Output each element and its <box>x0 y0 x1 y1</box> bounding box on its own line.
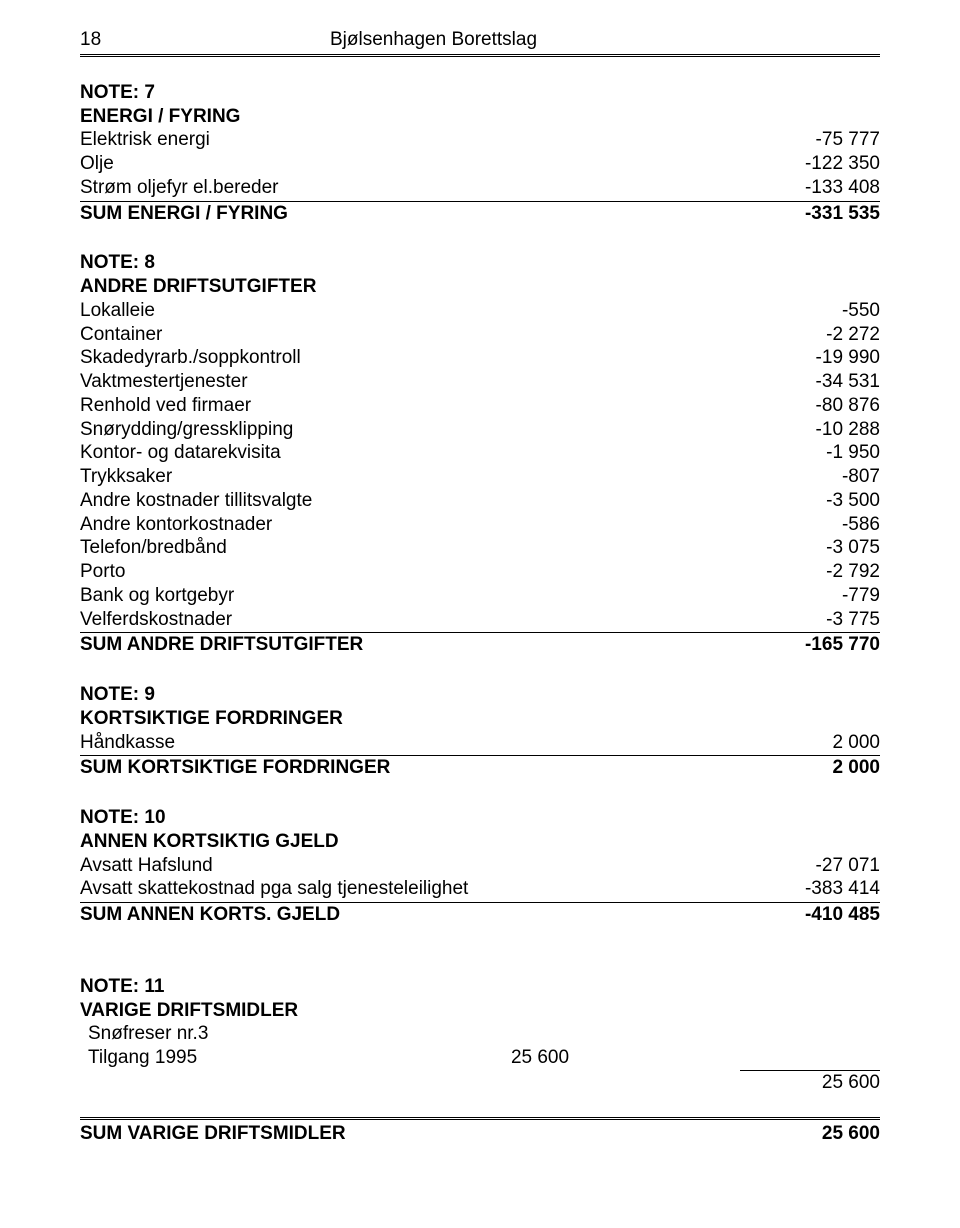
note11-heading: NOTE: 11 <box>80 975 880 999</box>
row-value: -3 775 <box>740 608 880 632</box>
table-row: Container-2 272 <box>80 323 880 347</box>
row-value: -2 792 <box>740 560 880 584</box>
row-label: Håndkasse <box>80 731 740 755</box>
table-row: Bank og kortgebyr-779 <box>80 584 880 608</box>
note7-sum: SUM ENERGI / FYRING -331 535 <box>80 201 880 226</box>
sum-value: 2 000 <box>740 756 880 780</box>
note8-heading: NOTE: 8 <box>80 251 880 275</box>
sum-value: 25 600 <box>740 1122 880 1146</box>
row-label: Trykksaker <box>80 465 740 489</box>
row-value: -133 408 <box>740 176 880 200</box>
row-label: Strøm oljefyr el.bereder <box>80 176 740 200</box>
page-number: 18 <box>80 28 330 52</box>
row-value: -3 075 <box>740 536 880 560</box>
row-label: Bank og kortgebyr <box>80 584 740 608</box>
row-value: -586 <box>740 513 880 537</box>
row-label: Andre kostnader tillitsvalgte <box>80 489 740 513</box>
footer-rule <box>80 1117 880 1120</box>
row-value: -2 272 <box>740 323 880 347</box>
table-row: Kontor- og datarekvisita-1 950 <box>80 441 880 465</box>
table-row: Telefon/bredbånd-3 075 <box>80 536 880 560</box>
row-value: -122 350 <box>740 152 880 176</box>
row-value: -19 990 <box>740 346 880 370</box>
sum-label: SUM ENERGI / FYRING <box>80 202 740 226</box>
note10-subheading: ANNEN KORTSIKTIG GJELD <box>80 830 880 854</box>
row-label: Velferdskostnader <box>80 608 740 632</box>
table-row: Porto-2 792 <box>80 560 880 584</box>
page: 18 Bjølsenhagen Borettslag NOTE: 7 ENERG… <box>0 0 960 1185</box>
table-row: Velferdskostnader-3 775 <box>80 608 880 632</box>
table-row: Avsatt skattekostnad pga salg tjenestele… <box>80 877 880 901</box>
row-value: -779 <box>740 584 880 608</box>
note11-subheading: VARIGE DRIFTSMIDLER <box>80 999 880 1023</box>
row-value: -383 414 <box>740 877 880 901</box>
page-title: Bjølsenhagen Borettslag <box>330 28 537 52</box>
table-row: Elektrisk energi -75 777 <box>80 128 880 152</box>
note9-sum: SUM KORTSIKTIGE FORDRINGER 2 000 <box>80 755 880 780</box>
row-label: Lokalleie <box>80 299 740 323</box>
row-value: -3 500 <box>740 489 880 513</box>
row-label: Elektrisk energi <box>80 128 740 152</box>
note11-tilgang: Tilgang 1995 25 600 <box>80 1046 880 1070</box>
subtotal-value: 25 600 <box>740 1070 880 1095</box>
table-row: Andre kontorkostnader-586 <box>80 513 880 537</box>
row-label: Vaktmestertjenester <box>80 370 740 394</box>
sum-label: SUM VARIGE DRIFTSMIDLER <box>80 1122 740 1146</box>
row-value: -550 <box>740 299 880 323</box>
sum-label: SUM KORTSIKTIGE FORDRINGER <box>80 756 740 780</box>
row-value: -10 288 <box>740 418 880 442</box>
table-row: Avsatt Hafslund -27 071 <box>80 854 880 878</box>
note7-heading: NOTE: 7 <box>80 81 880 105</box>
row-label: Snørydding/gressklipping <box>80 418 740 442</box>
note9-heading: NOTE: 9 <box>80 683 880 707</box>
row-value: -27 071 <box>740 854 880 878</box>
table-row: Andre kostnader tillitsvalgte-3 500 <box>80 489 880 513</box>
table-row: Strøm oljefyr el.bereder -133 408 <box>80 176 880 200</box>
note10-heading: NOTE: 10 <box>80 806 880 830</box>
table-row: Vaktmestertjenester-34 531 <box>80 370 880 394</box>
row-value: -807 <box>740 465 880 489</box>
row-value: -75 777 <box>740 128 880 152</box>
note10-sum: SUM ANNEN KORTS. GJELD -410 485 <box>80 902 880 927</box>
sum-label: SUM ANNEN KORTS. GJELD <box>80 903 740 927</box>
note11-subtotal: 25 600 <box>80 1070 880 1095</box>
row-label: Kontor- og datarekvisita <box>80 441 740 465</box>
table-row: Håndkasse 2 000 <box>80 731 880 755</box>
table-row: Renhold ved firmaer-80 876 <box>80 394 880 418</box>
sum-value: -331 535 <box>740 202 880 226</box>
row-label: Avsatt skattekostnad pga salg tjenestele… <box>80 877 740 901</box>
note9-subheading: KORTSIKTIGE FORDRINGER <box>80 707 880 731</box>
header-rule <box>80 54 880 57</box>
table-row: Olje -122 350 <box>80 152 880 176</box>
row-value: 2 000 <box>740 731 880 755</box>
table-row: Snørydding/gressklipping-10 288 <box>80 418 880 442</box>
row-label: Renhold ved firmaer <box>80 394 740 418</box>
table-row: Trykksaker-807 <box>80 465 880 489</box>
row-label: Telefon/bredbånd <box>80 536 740 560</box>
row-label: Olje <box>80 152 740 176</box>
page-header: 18 Bjølsenhagen Borettslag <box>80 28 880 52</box>
row-label: Skadedyrarb./soppkontroll <box>80 346 740 370</box>
row-value: -80 876 <box>740 394 880 418</box>
table-row: Skadedyrarb./soppkontroll-19 990 <box>80 346 880 370</box>
note11-subitem: Snøfreser nr.3 <box>80 1022 880 1046</box>
row-label: Porto <box>80 560 740 584</box>
row-label: Avsatt Hafslund <box>80 854 740 878</box>
row-value: -34 531 <box>740 370 880 394</box>
sum-value: -165 770 <box>740 633 880 657</box>
note7-subheading: ENERGI / FYRING <box>80 105 880 129</box>
row-label: Andre kontorkostnader <box>80 513 740 537</box>
sum-label: SUM ANDRE DRIFTSUTGIFTER <box>80 633 740 657</box>
note8-subheading: ANDRE DRIFTSUTGIFTER <box>80 275 880 299</box>
sum-value: -410 485 <box>740 903 880 927</box>
tilgang-mid-value: 25 600 <box>340 1046 740 1070</box>
note11-sum: SUM VARIGE DRIFTSMIDLER 25 600 <box>80 1122 880 1146</box>
row-value: -1 950 <box>740 441 880 465</box>
note8-sum: SUM ANDRE DRIFTSUTGIFTER -165 770 <box>80 632 880 657</box>
table-row: Lokalleie-550 <box>80 299 880 323</box>
tilgang-label: Tilgang 1995 <box>80 1046 340 1070</box>
row-label: Container <box>80 323 740 347</box>
